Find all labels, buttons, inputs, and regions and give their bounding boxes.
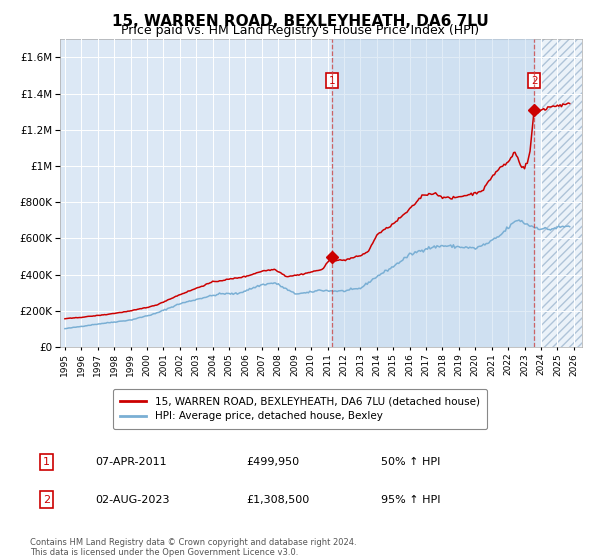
Bar [542, 39, 598, 347]
Text: 1: 1 [43, 457, 50, 467]
Text: 95% ↑ HPI: 95% ↑ HPI [381, 494, 440, 505]
Text: 02-AUG-2023: 02-AUG-2023 [95, 494, 169, 505]
Text: £1,308,500: £1,308,500 [246, 494, 309, 505]
Text: Price paid vs. HM Land Registry's House Price Index (HPI): Price paid vs. HM Land Registry's House … [121, 24, 479, 37]
Bar [332, 39, 534, 347]
Legend: 15, WARREN ROAD, BEXLEYHEATH, DA6 7LU (detached house), HPI: Average price, deta: 15, WARREN ROAD, BEXLEYHEATH, DA6 7LU (d… [113, 389, 487, 429]
Text: 2: 2 [43, 494, 50, 505]
Bar [542, 39, 598, 347]
Text: 50% ↑ HPI: 50% ↑ HPI [381, 457, 440, 467]
Text: 2: 2 [531, 76, 538, 86]
Text: 07-APR-2011: 07-APR-2011 [95, 457, 166, 467]
Text: Contains HM Land Registry data © Crown copyright and database right 2024.
This d: Contains HM Land Registry data © Crown c… [30, 538, 356, 557]
Text: 15, WARREN ROAD, BEXLEYHEATH, DA6 7LU: 15, WARREN ROAD, BEXLEYHEATH, DA6 7LU [112, 14, 488, 29]
Text: 1: 1 [329, 76, 335, 86]
Text: £499,950: £499,950 [246, 457, 299, 467]
